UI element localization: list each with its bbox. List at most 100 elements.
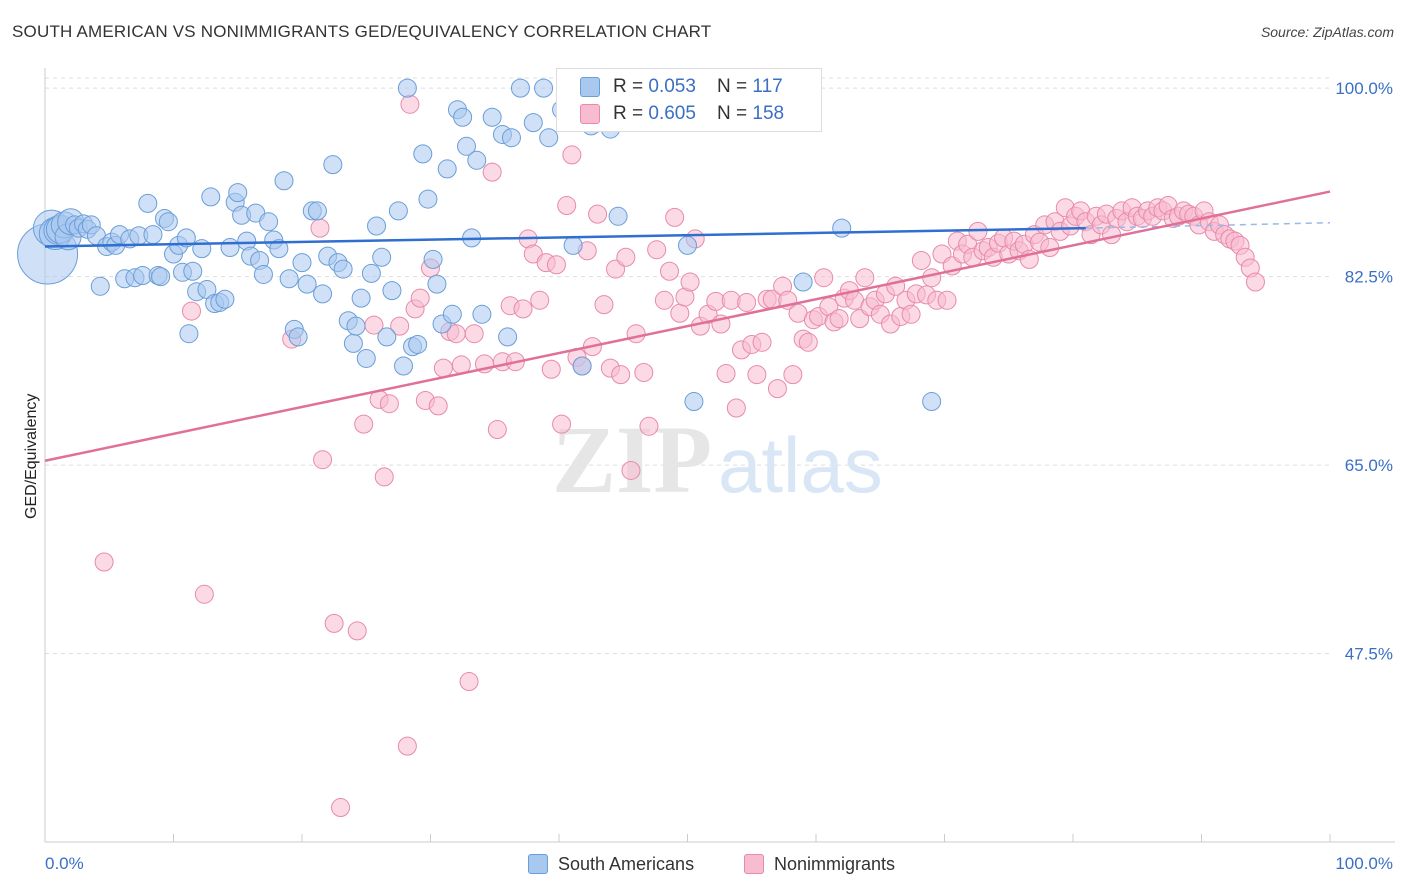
south-americans-point	[408, 334, 428, 354]
nonimmigrants-point	[94, 552, 114, 572]
nonimmigrants-point	[937, 290, 957, 310]
nonimmigrants-point	[654, 290, 674, 310]
r-value: 0.605	[648, 103, 696, 124]
south-americans-point	[413, 144, 433, 164]
south-americans-point	[377, 327, 397, 347]
nonimmigrants-point	[594, 295, 614, 315]
trend-lines	[44, 190, 1331, 462]
nonimmigrants-point	[310, 218, 330, 238]
y-tick-labels: 100.0% 82.5% 65.0% 47.5%	[1335, 79, 1393, 663]
nonimmigrants-point	[400, 94, 420, 114]
south-americans-point	[176, 228, 196, 248]
nonimmigrants-point	[397, 736, 417, 756]
n-label: N =	[717, 76, 753, 97]
nonimmigrants-trend-line	[44, 190, 1331, 462]
south-americans-point	[534, 78, 554, 98]
y-axis-label: GED/Equivalency	[23, 393, 40, 519]
south-americans-point	[453, 107, 473, 127]
south-americans-point	[215, 289, 235, 309]
south-americans-point	[313, 284, 333, 304]
south-americans-point	[456, 136, 476, 156]
stats-swatch-pink	[580, 104, 600, 124]
south-americans-point	[394, 356, 414, 376]
south-americans-point	[372, 247, 392, 267]
south-americans-point	[418, 189, 438, 209]
nonimmigrants-point	[1245, 272, 1265, 292]
nonimmigrants-point	[482, 162, 502, 182]
watermark-atlas: atlas	[718, 421, 883, 509]
nonimmigrants-point	[552, 414, 572, 434]
nonimmigrants-point	[513, 299, 533, 319]
south-americans-trend-line	[44, 226, 1086, 248]
nonimmigrants-point	[487, 420, 507, 440]
stats-row-nonimmigrants: R = 0.605 N = 158	[580, 101, 785, 127]
legend-item-nonimmigrants[interactable]: Nonimmigrants	[744, 852, 895, 876]
south-americans-point	[684, 392, 704, 412]
watermark-zip: ZIP	[552, 406, 712, 513]
south-americans-points	[17, 78, 942, 412]
south-americans-point	[279, 269, 299, 289]
nonimmigrants-point	[379, 394, 399, 414]
south-americans-point	[397, 78, 417, 98]
nonimmigrants-point	[410, 288, 430, 308]
nonimmigrants-point	[557, 196, 577, 216]
y-tick-label: 47.5%	[1345, 645, 1393, 664]
nonimmigrants-point	[541, 359, 561, 379]
nonimmigrants-point	[829, 309, 849, 329]
nonimmigrants-point	[433, 358, 453, 378]
chart-title: SOUTH AMERICAN VS NONIMMIGRANTS GED/EQUI…	[12, 22, 712, 41]
south-americans-point	[292, 253, 312, 273]
nonimmigrants-point	[814, 268, 834, 288]
legend-item-south-americans[interactable]: South Americans	[528, 852, 694, 876]
south-americans-point	[563, 235, 583, 255]
nonimmigrants-point	[752, 332, 772, 352]
south-americans-point	[423, 249, 443, 269]
nonimmigrants-point	[354, 414, 374, 434]
south-americans-point	[143, 225, 163, 245]
nonimmigrants-point	[588, 204, 608, 224]
south-americans-point	[343, 333, 363, 353]
nonimmigrants-point	[530, 290, 550, 310]
nonimmigrants-point	[374, 467, 394, 487]
south-americans-point	[498, 327, 518, 347]
n-label: N =	[717, 103, 753, 124]
south-americans-point	[333, 259, 353, 279]
south-americans-point	[356, 348, 376, 368]
south-americans-point	[539, 128, 559, 148]
nonimmigrants-point	[680, 272, 700, 292]
south-americans-point	[678, 235, 697, 255]
y-tick-label: 82.5%	[1345, 268, 1393, 287]
x-tick-label: 100.0%	[1335, 854, 1393, 873]
nonimmigrants-point	[611, 365, 631, 385]
south-americans-point	[608, 206, 628, 226]
x-tick-labels: 0.0% 100.0%	[45, 854, 1393, 873]
nonimmigrants-point	[660, 261, 680, 281]
axes	[44, 68, 1395, 843]
x-tick-label: 0.0%	[45, 854, 84, 873]
south-americans-point	[307, 201, 327, 221]
grid-lines	[45, 77, 1330, 655]
nonimmigrants-point	[621, 460, 641, 480]
n-value: 158	[752, 103, 785, 124]
nonimmigrants-point	[798, 332, 818, 352]
source-label: Source: ZipAtlas.com	[1260, 24, 1394, 40]
south-americans-point	[361, 263, 381, 283]
south-americans-trend-extension	[1085, 222, 1331, 229]
nonimmigrants-point	[716, 364, 736, 384]
y-tick-label: 65.0%	[1345, 456, 1393, 475]
south-americans-point	[922, 392, 942, 412]
south-americans-point	[832, 218, 852, 238]
nonimmigrants-point	[737, 292, 757, 312]
r-value: 0.053	[648, 76, 696, 97]
south-americans-point	[183, 261, 203, 281]
south-americans-point	[510, 78, 530, 98]
south-americans-point	[437, 159, 457, 179]
nonimmigrants-point	[464, 324, 484, 344]
n-value: 117	[752, 76, 783, 97]
south-americans-point	[269, 239, 289, 259]
nonimmigrants-point	[767, 379, 787, 399]
south-americans-point	[482, 107, 502, 127]
r-label: R =	[613, 103, 649, 124]
nonimmigrants-point	[783, 365, 803, 385]
nonimmigrants-point	[634, 362, 654, 382]
